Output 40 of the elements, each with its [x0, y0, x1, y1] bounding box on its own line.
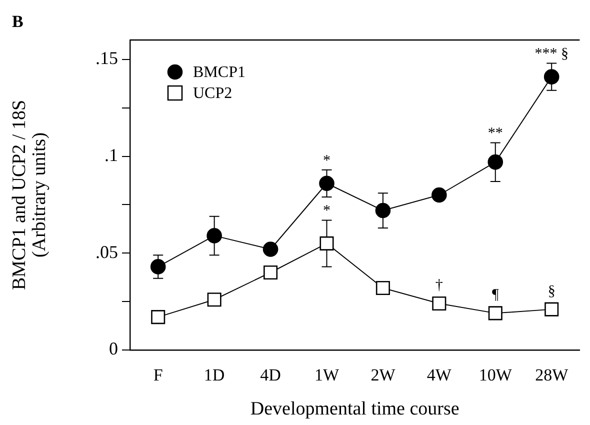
x-tick-label: 1W	[314, 366, 340, 385]
point	[264, 265, 278, 280]
point	[262, 242, 278, 257]
y-tick-label: .1	[104, 144, 118, 165]
x-tick-label: 4D	[260, 366, 281, 385]
annotation: **	[488, 126, 503, 142]
point	[375, 202, 391, 218]
x-tick-label: 28W	[535, 366, 570, 385]
annotation: §	[548, 283, 556, 300]
point	[488, 154, 504, 170]
y-axis-title: BMCP1 and UCP2 / 18S (Arbitrary units)	[8, 100, 50, 290]
point	[544, 69, 560, 84]
point	[207, 292, 222, 307]
point	[544, 302, 559, 316]
point	[150, 259, 166, 274]
x-tick-label: 1D	[204, 366, 225, 385]
point	[151, 310, 166, 324]
x-tick-label: 2W	[370, 366, 396, 385]
legend-label: BMCP1	[193, 64, 246, 82]
x-tick-label: 4W	[426, 366, 452, 385]
point	[319, 176, 334, 192]
annotation: *	[322, 152, 330, 169]
x-tick-label: F	[153, 366, 163, 385]
point	[432, 187, 447, 203]
point	[206, 228, 222, 244]
point	[320, 236, 334, 250]
annotation: †	[435, 277, 444, 294]
point	[432, 296, 446, 311]
y-tick-label: 0	[109, 338, 118, 359]
x-axis-title: Developmental time course	[250, 398, 460, 420]
x-tick-label: 10W	[478, 366, 513, 385]
point	[488, 306, 502, 320]
y-tick-label: .15	[96, 48, 118, 68]
text: B	[12, 12, 24, 31]
legend-label: UCP2	[193, 85, 232, 102]
annotation: *** §	[534, 46, 568, 62]
point	[376, 280, 390, 296]
annotation: *	[322, 203, 330, 220]
annotation: ¶	[492, 287, 499, 304]
y-tick-label: .05	[96, 242, 118, 262]
